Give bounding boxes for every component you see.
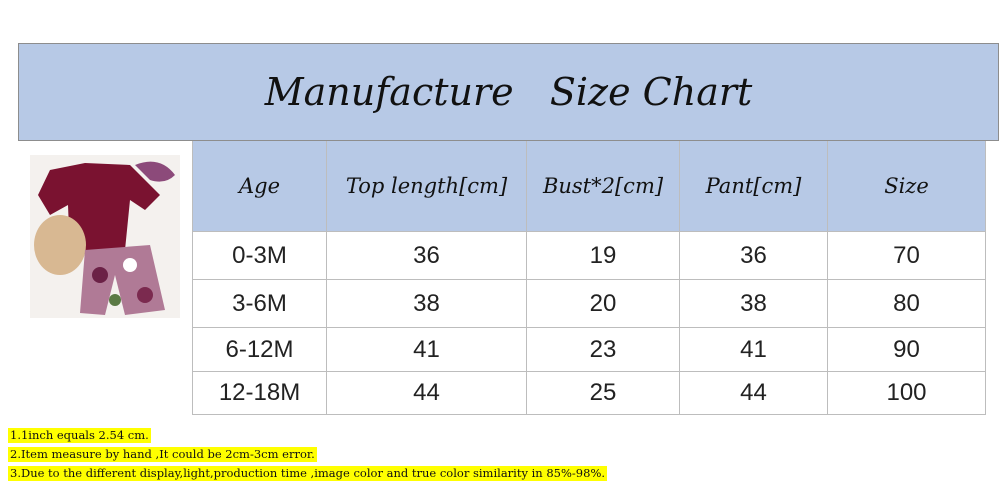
table-cell: 3-6M [192, 280, 327, 328]
table-cell: 6-12M [192, 328, 327, 372]
table-cell: 44 [680, 372, 828, 415]
column-header: Pant[cm] [680, 141, 828, 232]
column-header: Size [828, 141, 986, 232]
table-cell: 41 [680, 328, 828, 372]
table-cell: 80 [828, 280, 986, 328]
table-cell: 41 [327, 328, 527, 372]
table-cell: 12-18M [192, 372, 327, 415]
column-header: Bust*2[cm] [527, 141, 680, 232]
column-header: Top length[cm] [327, 141, 527, 232]
table-cell: 36 [327, 232, 527, 280]
table-cell: 25 [527, 372, 680, 415]
table-cell: 19 [527, 232, 680, 280]
table-cell: 36 [680, 232, 828, 280]
product-photo [30, 155, 180, 318]
note-line: 2.Item measure by hand ,It could be 2cm-… [8, 447, 317, 462]
table-cell: 23 [527, 328, 680, 372]
table-cell: 44 [327, 372, 527, 415]
header-band [18, 43, 999, 141]
note-line: 3.Due to the different display,light,pro… [8, 466, 608, 481]
table-cell: 100 [828, 372, 986, 415]
note-line: 1.1inch equals 2.54 cm. [8, 428, 151, 443]
table-cell: 20 [527, 280, 680, 328]
table-cell: 70 [828, 232, 986, 280]
title: Manufacture Size Chart [264, 70, 753, 114]
table-cell: 90 [828, 328, 986, 372]
column-header: Age [192, 141, 327, 232]
table-cell: 38 [327, 280, 527, 328]
table-cell: 0-3M [192, 232, 327, 280]
table-cell: 38 [680, 280, 828, 328]
